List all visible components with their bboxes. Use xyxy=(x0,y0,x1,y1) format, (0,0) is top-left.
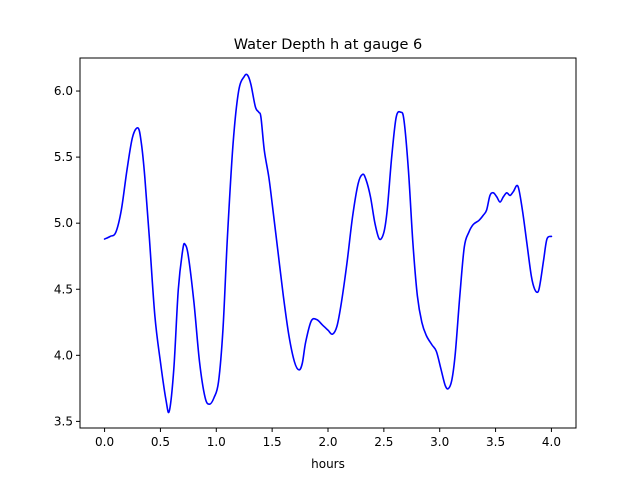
y-tick-label: 3.5 xyxy=(54,414,73,428)
x-tick-label: 3.0 xyxy=(430,435,449,449)
y-tick-label: 5.5 xyxy=(54,150,73,164)
y-tick-label: 5.0 xyxy=(54,216,73,230)
x-tick-label: 2.0 xyxy=(318,435,337,449)
plot-area xyxy=(103,73,553,414)
x-axis-title: hours xyxy=(311,457,345,471)
axes: 0.0 0.5 1.0 1.5 2.0 2.5 3.0 3.5 4.0 3.5 4.0 4.5 5.0 5… xyxy=(54,57,577,449)
y-tick-label: 4.0 xyxy=(54,348,73,362)
y-tick-label: 4.5 xyxy=(54,282,73,296)
x-tick-label: 0.0 xyxy=(95,435,114,449)
chart-title: Water Depth h at gauge 6 xyxy=(234,37,422,53)
y-tick-label: 6.0 xyxy=(54,84,73,98)
x-tick-label: 0.5 xyxy=(151,435,170,449)
x-tick-label: 4.0 xyxy=(542,435,561,449)
x-tick-label: 1.0 xyxy=(207,435,226,449)
x-tick-label: 3.5 xyxy=(486,435,505,449)
series-line-0 xyxy=(103,73,553,414)
x-tick-label: 2.5 xyxy=(374,435,393,449)
x-tick-label: 1.5 xyxy=(263,435,282,449)
